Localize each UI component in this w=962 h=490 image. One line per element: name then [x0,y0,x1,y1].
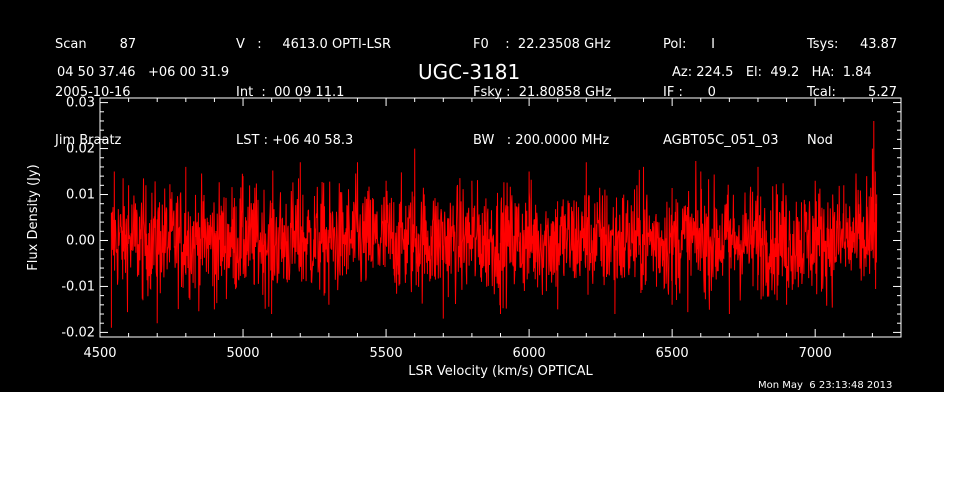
y-tick-label: 0.00 [66,233,95,248]
x-tick-label: 4500 [83,346,116,361]
spectrum-chart: 4500 5000 5500 6000 6500 7000 -0.02 -0.01 0.00 0.… [26,96,902,379]
f0-line: F0 : 22.23508 GHz [473,37,611,52]
header-frequency-block: F0 : 22.23508 GHz Fsky : 21.80858 GHz BW… [473,5,612,181]
nod-label: Nod [807,133,833,148]
fsky-line: Fsky : 21.80858 GHz [473,85,612,100]
tsys-value: 43.87 [860,37,898,52]
y-tick-label: 0.02 [66,142,95,157]
if-line: IF : 0 [663,85,716,100]
x-tick-label: 6500 [656,346,689,361]
x-tick-label: 5500 [370,346,403,361]
y-tick-label: -0.01 [61,279,95,294]
integration-line: Int : 00 09 11.1 [236,85,345,100]
az-el-ha: Az: 224.5 El: 49.2 HA: 1.84 [672,65,872,80]
header-pol-block: Pol: I IF : 0 AGBT05C_051_03 [663,5,779,181]
tcal-label: Tcal: [807,85,836,100]
spectrum-series-line [110,120,878,328]
bandwidth-line: BW : 200.0000 MHz [473,133,610,148]
tsys-label: Tsys: [807,37,839,52]
x-tick-label: 7000 [799,346,832,361]
header-velocity-block: V : 4613.0 OPTI-LSR Int : 00 09 11.1 LST… [236,5,391,181]
x-tick-label: 5000 [226,346,259,361]
timestamp: Mon May 6 23:13:48 2013 [758,380,893,391]
source-title: UGC-3181 [418,60,521,84]
y-axis-label: Flux Density (Jy) [26,164,41,270]
y-tick-label: 0.01 [66,188,95,203]
header-scan-block: Scan 87 2005-10-16 Jim Braatz [55,5,136,181]
source-coordinates: 04 50 37.46 +06 00 31.9 [57,65,230,80]
x-tick-label: 6000 [513,346,546,361]
x-axis-label: LSR Velocity (km/s) OPTICAL [408,364,593,379]
header-tsys-labels: Tsys: Tcal: Nod [807,5,838,181]
scan-line: Scan 87 [55,37,137,52]
date-line: 2005-10-16 [55,85,131,100]
pol-line: Pol: I [663,37,715,52]
tcal-value: 5.27 [868,85,897,100]
header-tsys-values: 43.87 5.27 [860,5,897,133]
velocity-line: V : 4613.0 OPTI-LSR [236,37,392,52]
project-line: AGBT05C_051_03 [663,133,779,148]
plot-panel: Scan 87 2005-10-16 Jim Braatz V : 4613.0… [0,0,944,392]
lst-line: LST : +06 40 58.3 [236,133,354,148]
y-tick-label: -0.02 [61,325,95,340]
y-tick-label: 0.03 [66,96,95,111]
